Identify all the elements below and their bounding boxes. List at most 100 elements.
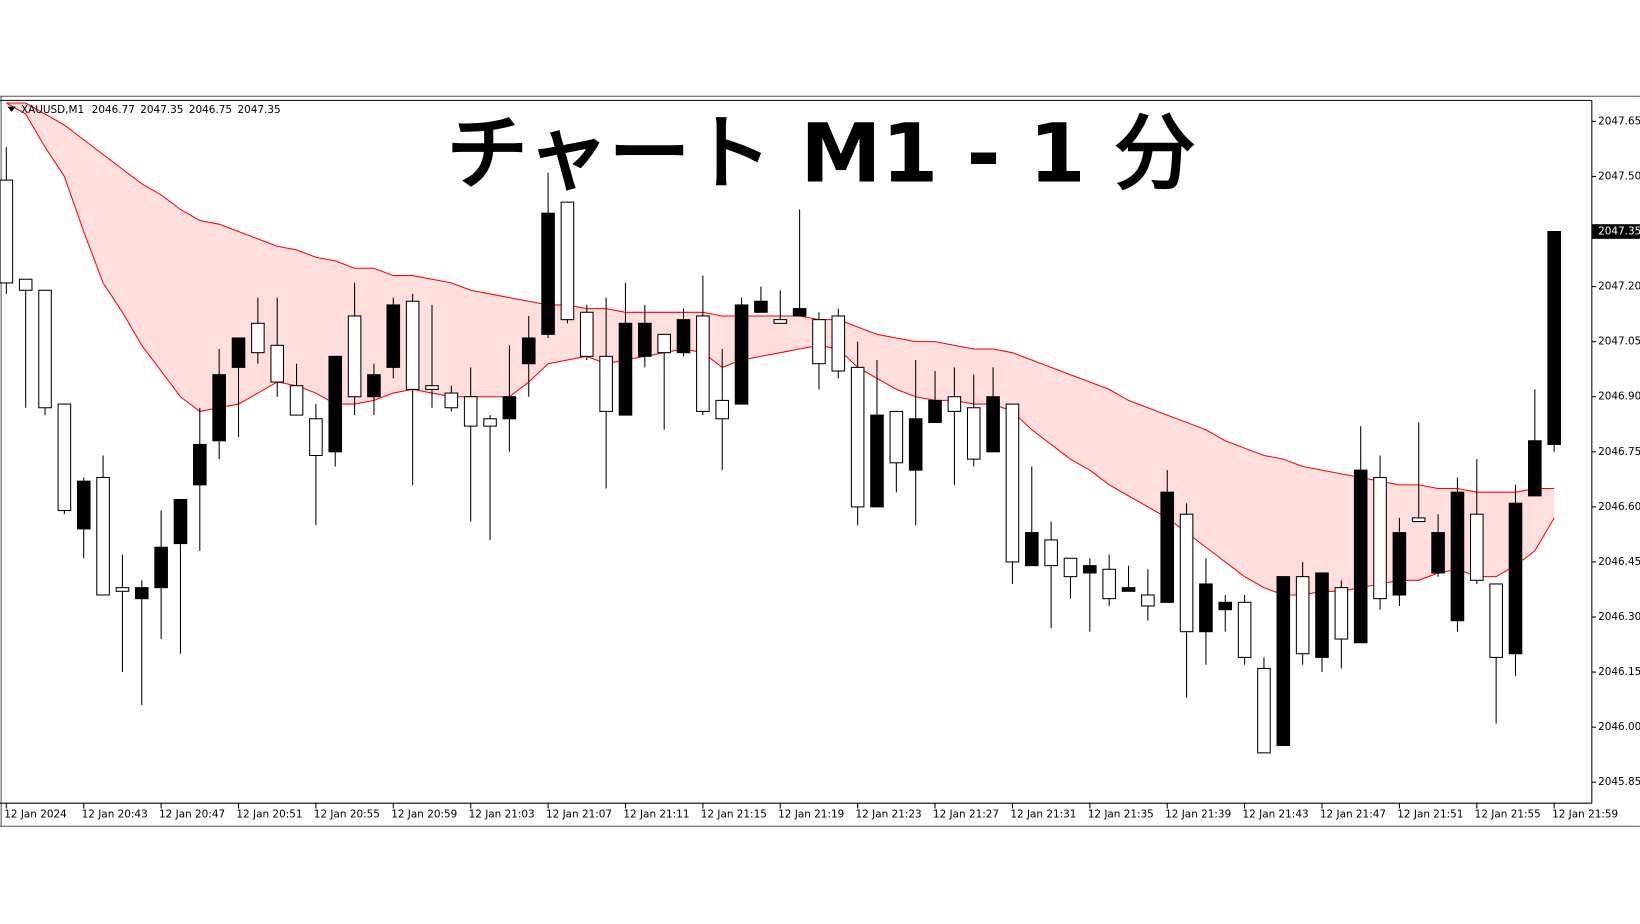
x-tick-label: 12 Jan 21:47 bbox=[1320, 809, 1386, 821]
x-tick-label: 12 Jan 21:07 bbox=[546, 809, 612, 821]
x-tick-label: 12 Jan 20:51 bbox=[236, 809, 302, 821]
candle-body bbox=[1411, 517, 1426, 523]
candle-body bbox=[812, 319, 826, 365]
candle-body bbox=[1431, 532, 1445, 574]
candle-body bbox=[57, 403, 72, 512]
candle-body bbox=[541, 212, 555, 335]
candle-body bbox=[1179, 513, 1194, 633]
y-tick-label: 2046.30 bbox=[1598, 611, 1640, 623]
candle-body bbox=[1295, 576, 1310, 655]
candle-body bbox=[870, 414, 884, 508]
x-tick-label: 12 Jan 21:39 bbox=[1165, 809, 1231, 821]
x-tick-label: 12 Jan 21:19 bbox=[778, 809, 844, 821]
y-tick-label: 2046.45 bbox=[1598, 556, 1640, 568]
candle-body bbox=[1102, 568, 1116, 600]
candle-body bbox=[1528, 440, 1542, 497]
y-tick-label: 2046.75 bbox=[1598, 446, 1640, 458]
candle-body bbox=[1392, 532, 1407, 596]
candle-body bbox=[38, 289, 52, 409]
x-tick-label: 12 Jan 21:43 bbox=[1243, 809, 1309, 821]
candle-body bbox=[386, 304, 401, 368]
chart-title: チャート M1 - 1 分 bbox=[446, 106, 1195, 201]
x-tick-label: 12 Jan 21:35 bbox=[1088, 809, 1154, 821]
candle-body bbox=[483, 418, 497, 427]
candle-body bbox=[560, 201, 575, 321]
candle-body bbox=[1063, 557, 1078, 578]
collapse-icon[interactable] bbox=[7, 106, 16, 112]
candle-body bbox=[657, 333, 671, 354]
candle-body bbox=[618, 322, 633, 416]
candle-body bbox=[908, 418, 923, 471]
x-tick-label: 12 Jan 21:27 bbox=[933, 809, 999, 821]
y-tick-label: 2045.85 bbox=[1598, 776, 1640, 788]
y-tick-label: 2047.65 bbox=[1598, 115, 1640, 127]
candle-body bbox=[173, 499, 188, 545]
candle-body bbox=[1199, 583, 1213, 633]
candle-body bbox=[773, 319, 788, 324]
candle-body bbox=[76, 480, 91, 530]
candle-body bbox=[599, 355, 613, 412]
candle-body bbox=[792, 308, 807, 317]
x-tick-label: 12 Jan 21:31 bbox=[1010, 809, 1076, 821]
candle-body bbox=[1083, 565, 1097, 574]
candle-body bbox=[1547, 231, 1561, 445]
candle-body bbox=[1276, 576, 1291, 747]
candle-body bbox=[212, 374, 226, 442]
header-close: 2047.35 bbox=[237, 104, 280, 116]
x-tick-label: 12 Jan 20:47 bbox=[159, 809, 225, 821]
candle-body bbox=[289, 385, 304, 416]
candle-body bbox=[115, 587, 130, 592]
y-tick-label: 2047.05 bbox=[1598, 336, 1640, 348]
candle-body bbox=[754, 300, 768, 313]
x-tick-label: 12 Jan 21:55 bbox=[1475, 809, 1541, 821]
y-tick-label: 2046.00 bbox=[1598, 721, 1640, 733]
candle-body bbox=[521, 337, 536, 365]
candle-body bbox=[947, 396, 962, 412]
candle-body bbox=[270, 344, 285, 383]
current-price-label: 2047.35 bbox=[1598, 226, 1640, 238]
x-tick-label: 12 Jan 21:15 bbox=[701, 809, 767, 821]
current-price-box bbox=[1591, 224, 1640, 239]
header-open: 2046.77 bbox=[92, 104, 135, 116]
candle-body bbox=[638, 322, 652, 357]
x-tick-label: 12 Jan 21:51 bbox=[1397, 809, 1463, 821]
candle-body bbox=[231, 337, 246, 368]
candle-body bbox=[831, 315, 846, 372]
x-tick-label: 12 Jan 20:55 bbox=[314, 809, 380, 821]
candle-body bbox=[444, 392, 459, 409]
candle-body bbox=[1005, 403, 1020, 563]
candle-body bbox=[1160, 491, 1175, 603]
candle-body bbox=[715, 399, 730, 420]
candle-body bbox=[251, 322, 265, 354]
candle-body bbox=[1024, 532, 1039, 567]
y-tick-label: 2047.50 bbox=[1598, 170, 1640, 182]
candle-body bbox=[96, 476, 110, 596]
candle-body bbox=[696, 315, 710, 412]
x-tick-label: 12 Jan 21:59 bbox=[1552, 809, 1618, 821]
candle-body bbox=[1121, 587, 1136, 592]
candle-body bbox=[1508, 502, 1523, 655]
y-tick-label: 2046.60 bbox=[1598, 501, 1640, 513]
candle-body bbox=[502, 396, 517, 420]
candle-body bbox=[309, 418, 323, 456]
chart-header: XAUUSD,M1 2046.77 2047.35 2046.75 2047.3… bbox=[21, 104, 281, 116]
candles bbox=[0, 147, 1561, 754]
candle-body bbox=[193, 443, 207, 486]
candle-body bbox=[425, 385, 439, 390]
symbol: XAUUSD,M1 bbox=[21, 104, 84, 116]
header-low: 2046.75 bbox=[189, 104, 232, 116]
x-tick-label: 12 Jan 2024 bbox=[4, 809, 67, 821]
candle-body bbox=[0, 179, 14, 284]
candle-body bbox=[1353, 469, 1368, 644]
x-tick-label: 12 Jan 21:23 bbox=[856, 809, 922, 821]
candle-body bbox=[966, 407, 981, 460]
candle-body bbox=[18, 278, 33, 291]
x-tick-label: 12 Jan 21:11 bbox=[623, 809, 689, 821]
candle-body bbox=[1257, 667, 1271, 754]
candle-body bbox=[1141, 594, 1155, 607]
candle-body bbox=[1469, 513, 1484, 581]
candle-body bbox=[1237, 601, 1252, 658]
x-tick-label: 12 Jan 21:03 bbox=[469, 809, 535, 821]
